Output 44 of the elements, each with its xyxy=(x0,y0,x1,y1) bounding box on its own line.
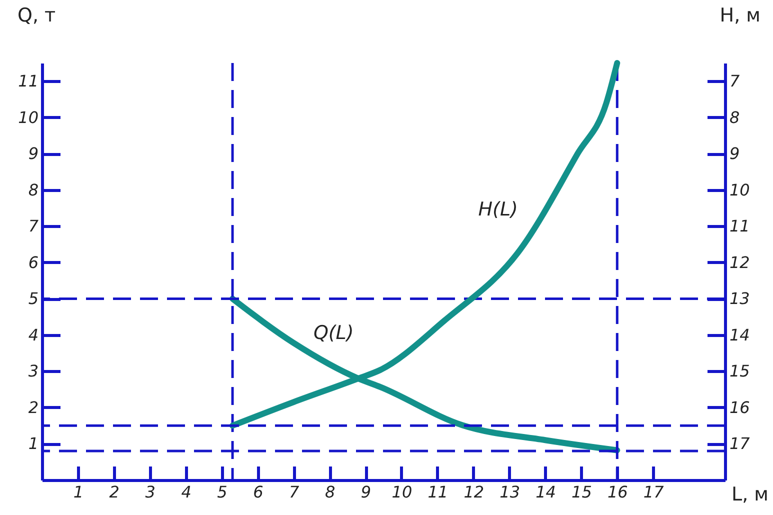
y2-tick-label: 7 xyxy=(730,72,740,91)
x-tick-label: 8 xyxy=(324,482,336,502)
x-tick-label: 7 xyxy=(289,482,300,502)
x-tick-label: 16 xyxy=(607,482,628,502)
x-tick-label: 10 xyxy=(392,482,412,502)
y2-tick-label: 17 xyxy=(730,434,751,454)
x-tick-label: 11 xyxy=(428,482,448,502)
y-tick-label: 5 xyxy=(28,289,38,308)
y2-tick-label: 9 xyxy=(730,144,740,164)
y-tick-label: 1 xyxy=(28,434,38,454)
y2-tick-label: 10 xyxy=(730,180,750,200)
y-tick-label: 6 xyxy=(28,252,38,272)
y2-axis-title: H, м xyxy=(720,4,760,26)
series-label: Q(L) xyxy=(313,322,354,344)
y2-tick-label: 15 xyxy=(730,362,750,381)
x-tick-label: 13 xyxy=(500,482,520,502)
y2-tick-label: 12 xyxy=(730,252,750,272)
y-tick-label: 4 xyxy=(28,325,38,344)
x-tick-label: 15 xyxy=(572,482,592,502)
x-tick-label: 17 xyxy=(643,482,665,502)
x-tick-label: 4 xyxy=(181,482,192,502)
x-tick-label: 2 xyxy=(109,482,120,502)
y-axis-title: Q, т xyxy=(18,4,56,26)
x-tick-label: 12 xyxy=(464,482,484,502)
series-label: H(L) xyxy=(478,198,518,221)
x-tick-label: 6 xyxy=(253,482,264,502)
y2-tick-label: 11 xyxy=(730,216,750,236)
y-tick-label: 10 xyxy=(18,108,38,127)
y-tick-label: 9 xyxy=(28,144,38,164)
y-tick-label: 7 xyxy=(28,216,40,236)
y-tick-label: 11 xyxy=(18,72,38,91)
y2-tick-label: 14 xyxy=(730,325,750,344)
y2-tick-label: 13 xyxy=(730,289,750,308)
y-tick-label: 2 xyxy=(28,398,38,417)
x-tick-label: 3 xyxy=(145,482,156,502)
x-axis-title: L, м xyxy=(732,484,768,506)
y-tick-label: 8 xyxy=(28,180,38,200)
y-tick-label: 3 xyxy=(28,362,38,381)
x-tick-label: 14 xyxy=(536,482,556,502)
y2-tick-label: 8 xyxy=(730,108,740,127)
x-tick-label: 9 xyxy=(360,482,372,502)
x-tick-label: 1 xyxy=(73,482,84,502)
x-tick-label: 5 xyxy=(217,482,228,502)
y2-tick-label: 16 xyxy=(730,398,750,417)
